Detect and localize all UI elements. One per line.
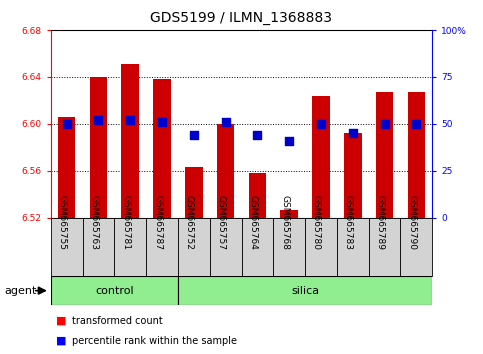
Point — [63, 121, 71, 127]
Bar — [337, 218, 369, 276]
Bar — [210, 218, 242, 276]
Point — [412, 121, 420, 127]
Text: agent: agent — [5, 286, 37, 296]
Text: GSM665783: GSM665783 — [344, 195, 353, 250]
Point — [95, 117, 102, 123]
Bar — [400, 218, 432, 276]
Point — [222, 119, 229, 125]
Text: transformed count: transformed count — [72, 316, 163, 326]
Bar — [242, 218, 273, 276]
Text: ■: ■ — [56, 336, 66, 346]
Point — [158, 119, 166, 125]
Text: percentile rank within the sample: percentile rank within the sample — [72, 336, 238, 346]
Bar — [90, 77, 107, 218]
Text: GSM665752: GSM665752 — [185, 195, 194, 250]
Text: GSM665755: GSM665755 — [57, 195, 67, 250]
Bar — [51, 276, 178, 305]
Text: GSM665763: GSM665763 — [89, 195, 99, 250]
Text: GSM665764: GSM665764 — [248, 195, 257, 250]
Bar — [408, 92, 425, 218]
Point — [285, 138, 293, 144]
Bar — [114, 218, 146, 276]
Bar — [185, 167, 202, 218]
Bar — [305, 218, 337, 276]
Point — [381, 121, 388, 127]
Text: control: control — [95, 286, 134, 296]
Bar — [83, 218, 114, 276]
Bar — [153, 79, 171, 218]
Text: GSM665757: GSM665757 — [216, 195, 226, 250]
Text: GSM665781: GSM665781 — [121, 195, 130, 250]
Point — [254, 132, 261, 138]
Bar — [178, 276, 432, 305]
Point — [349, 131, 356, 136]
Text: ■: ■ — [56, 316, 66, 326]
Bar — [376, 92, 393, 218]
Bar — [344, 133, 362, 218]
Text: silica: silica — [291, 286, 319, 296]
Point — [127, 117, 134, 123]
Text: GSM665780: GSM665780 — [312, 195, 321, 250]
Text: GDS5199 / ILMN_1368883: GDS5199 / ILMN_1368883 — [151, 11, 332, 25]
Bar — [312, 96, 330, 218]
Text: GSM665787: GSM665787 — [153, 195, 162, 250]
Bar — [217, 124, 234, 218]
Text: GSM665768: GSM665768 — [280, 195, 289, 250]
Bar — [369, 218, 400, 276]
Point — [190, 132, 198, 138]
Bar — [249, 173, 266, 218]
Text: GSM665790: GSM665790 — [407, 195, 416, 250]
Bar — [51, 218, 83, 276]
Bar — [178, 218, 210, 276]
Bar — [146, 218, 178, 276]
Text: GSM665789: GSM665789 — [376, 195, 384, 250]
Bar — [281, 210, 298, 218]
Bar — [273, 218, 305, 276]
Bar — [58, 117, 75, 218]
Bar — [121, 64, 139, 218]
Point — [317, 121, 325, 127]
